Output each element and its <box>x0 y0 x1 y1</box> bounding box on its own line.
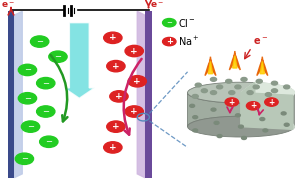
Circle shape <box>263 129 268 132</box>
Circle shape <box>104 142 122 153</box>
Bar <box>8 11 14 178</box>
Text: −: − <box>36 37 43 46</box>
Circle shape <box>265 93 271 96</box>
Circle shape <box>18 64 37 76</box>
Circle shape <box>229 91 235 94</box>
Polygon shape <box>260 61 264 74</box>
Text: e$^-$: e$^-$ <box>253 36 268 47</box>
Circle shape <box>195 83 201 87</box>
Text: −: − <box>27 122 34 131</box>
Text: +: + <box>130 107 138 116</box>
Circle shape <box>265 98 278 106</box>
Circle shape <box>281 112 286 115</box>
Polygon shape <box>255 83 294 129</box>
Polygon shape <box>14 11 22 178</box>
Circle shape <box>226 79 232 83</box>
Text: −: − <box>45 137 52 146</box>
Circle shape <box>193 129 198 132</box>
Circle shape <box>201 89 207 93</box>
Polygon shape <box>233 56 237 68</box>
Text: −: − <box>42 79 49 88</box>
Polygon shape <box>241 93 292 129</box>
Text: Na$^+$: Na$^+$ <box>178 35 200 48</box>
Polygon shape <box>257 57 268 76</box>
Circle shape <box>15 153 34 164</box>
Text: +: + <box>130 46 138 56</box>
Circle shape <box>214 121 219 124</box>
Text: +: + <box>134 77 141 86</box>
Circle shape <box>256 79 262 83</box>
Circle shape <box>284 123 289 126</box>
Polygon shape <box>205 57 216 76</box>
Text: −: − <box>24 65 31 74</box>
Polygon shape <box>208 61 213 74</box>
Text: +: + <box>229 98 235 107</box>
Circle shape <box>18 93 37 104</box>
Polygon shape <box>188 93 294 127</box>
Circle shape <box>235 85 241 89</box>
Circle shape <box>271 81 278 85</box>
Circle shape <box>242 136 246 139</box>
Circle shape <box>190 104 195 107</box>
Circle shape <box>246 102 260 110</box>
Circle shape <box>37 77 55 89</box>
Text: e$^-$: e$^-$ <box>1 1 15 10</box>
Circle shape <box>125 45 143 57</box>
Circle shape <box>241 77 247 81</box>
Ellipse shape <box>188 82 294 103</box>
Circle shape <box>225 98 239 106</box>
FancyArrow shape <box>64 23 95 98</box>
Circle shape <box>192 94 198 98</box>
Circle shape <box>217 135 222 138</box>
Circle shape <box>260 118 265 121</box>
Circle shape <box>37 106 55 117</box>
Text: Cl$^-$: Cl$^-$ <box>178 17 196 29</box>
Circle shape <box>217 85 223 89</box>
Polygon shape <box>137 11 145 178</box>
Circle shape <box>211 108 216 111</box>
Text: +: + <box>109 143 117 152</box>
Circle shape <box>235 114 240 117</box>
Circle shape <box>253 85 259 89</box>
Circle shape <box>40 136 58 147</box>
Circle shape <box>107 60 125 72</box>
Text: −: − <box>21 154 28 163</box>
Circle shape <box>163 19 176 27</box>
Circle shape <box>125 106 143 117</box>
Text: −: − <box>42 107 49 116</box>
Text: e$^-$: e$^-$ <box>150 1 164 10</box>
Text: −: − <box>24 94 31 103</box>
Circle shape <box>271 89 278 93</box>
Text: +: + <box>109 33 117 42</box>
Bar <box>145 11 152 178</box>
Text: +: + <box>250 101 256 110</box>
Polygon shape <box>241 83 294 95</box>
Circle shape <box>210 91 217 94</box>
Circle shape <box>128 76 146 87</box>
Text: +: + <box>112 62 120 71</box>
Circle shape <box>49 51 67 62</box>
Circle shape <box>193 116 198 119</box>
Ellipse shape <box>188 116 294 137</box>
Text: −: − <box>166 20 172 26</box>
Circle shape <box>110 91 128 102</box>
Circle shape <box>30 36 49 47</box>
Text: +: + <box>268 98 274 107</box>
Circle shape <box>107 121 125 132</box>
Circle shape <box>284 85 290 89</box>
Text: −: − <box>55 52 61 61</box>
Circle shape <box>247 91 253 94</box>
Polygon shape <box>241 83 255 127</box>
Polygon shape <box>229 51 240 70</box>
Circle shape <box>21 121 40 132</box>
Circle shape <box>239 125 243 128</box>
Circle shape <box>163 37 176 46</box>
Circle shape <box>210 77 217 81</box>
Text: +: + <box>112 122 120 131</box>
Text: +: + <box>166 37 173 46</box>
Circle shape <box>104 32 122 43</box>
Text: +: + <box>115 92 123 101</box>
